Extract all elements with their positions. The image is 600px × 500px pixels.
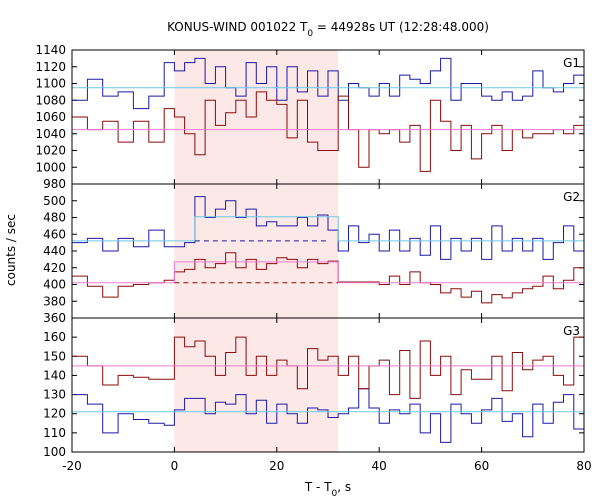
series-line-cyan [72, 216, 584, 242]
x-tick-label: -20 [62, 459, 82, 473]
x-axis-title-suffix: , s [337, 480, 351, 494]
series-line-red [72, 91, 584, 172]
y-tick-label: 360 [43, 311, 66, 325]
y-tick-label: 1020 [35, 144, 66, 158]
y-tick-label: 480 [43, 211, 66, 225]
x-tick-label: 20 [269, 459, 284, 473]
x-tick-label: 80 [576, 459, 591, 473]
x-tick-label: 40 [372, 459, 387, 473]
panel-label: G2 [563, 190, 580, 204]
chart-title: KONUS-WIND 001022 T0 = 44928s UT (12:28:… [167, 20, 489, 39]
y-tick-label: 130 [43, 388, 66, 402]
series-line-red [72, 336, 584, 399]
y-tick-label: 380 [43, 294, 66, 308]
y-axis-title: counts / sec [4, 214, 18, 286]
y-tick-label: 1000 [35, 160, 66, 174]
y-tick-label: 420 [43, 261, 66, 275]
x-axis-title-sub: 0 [332, 489, 338, 499]
series-line-blue [72, 388, 584, 443]
panel-label: G1 [563, 56, 580, 70]
series-line-blue [72, 196, 584, 260]
frame-layer [71, 49, 585, 453]
series-line-pink [72, 261, 584, 284]
y-tick-label: 440 [43, 244, 66, 258]
panel-frame [71, 317, 585, 453]
y-tick-label: 140 [43, 368, 66, 382]
chart-title-sub: 0 [307, 29, 313, 39]
y-tick-label: 400 [43, 278, 66, 292]
y-tick-label: 500 [43, 194, 66, 208]
y-tick-label: 1040 [35, 127, 66, 141]
panel-label: G3 [563, 324, 580, 338]
y-tick-label: 1120 [35, 60, 66, 74]
x-axis-title-prefix: T - T [304, 480, 332, 494]
y-tick-label: 110 [43, 426, 66, 440]
chart-title-suffix: = 44928s UT (12:28:48.000) [313, 20, 489, 34]
y-tick-label: 1080 [35, 93, 66, 107]
y-tick-label: 460 [43, 227, 66, 241]
series-layer [72, 57, 584, 443]
x-tick-label: 0 [171, 459, 179, 473]
chart-title-prefix: KONUS-WIND 001022 T [167, 20, 308, 34]
y-tick-label: 150 [43, 349, 66, 363]
y-tick-label: 120 [43, 407, 66, 421]
x-axis-title: T - T0, s [304, 480, 351, 499]
y-tick-label: 100 [43, 445, 66, 459]
y-tick-label: 1140 [35, 43, 66, 57]
y-tick-label: 160 [43, 330, 66, 344]
y-tick-label: 980 [43, 177, 66, 191]
x-tick-label: 60 [474, 459, 489, 473]
y-tick-label: 1100 [35, 77, 66, 91]
y-tick-label: 1060 [35, 110, 66, 124]
series-line-red [72, 252, 584, 304]
text-layer: 98010001020104010601080110011201140G1360… [35, 43, 591, 473]
